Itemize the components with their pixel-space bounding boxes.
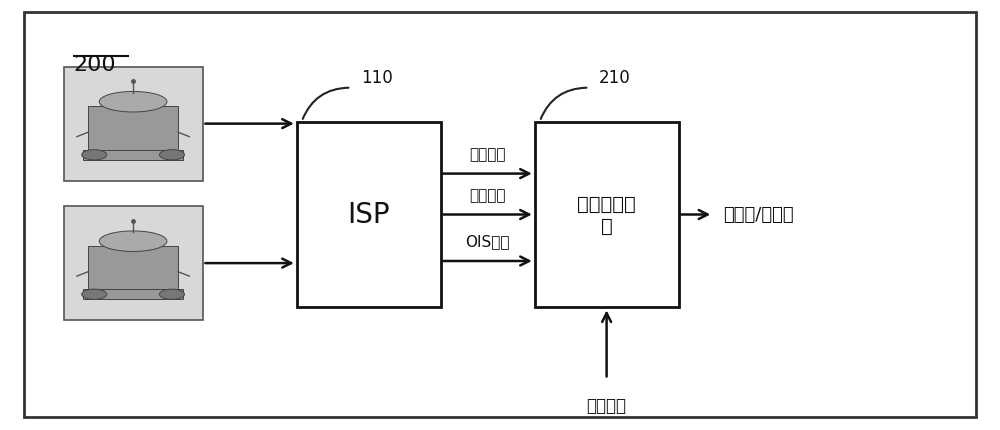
Ellipse shape bbox=[82, 289, 107, 300]
Ellipse shape bbox=[99, 92, 167, 113]
Text: ISP: ISP bbox=[347, 201, 390, 229]
Bar bbox=[88, 107, 178, 150]
Text: 110: 110 bbox=[361, 68, 393, 86]
Bar bbox=[64, 206, 203, 320]
Text: 第二图像: 第二图像 bbox=[469, 187, 506, 203]
Ellipse shape bbox=[82, 150, 107, 160]
Ellipse shape bbox=[159, 150, 184, 160]
Text: 深度计算模
块: 深度计算模 块 bbox=[577, 194, 636, 236]
Text: 200: 200 bbox=[74, 55, 116, 75]
Text: 标定信息: 标定信息 bbox=[587, 396, 627, 414]
Bar bbox=[64, 68, 203, 181]
Ellipse shape bbox=[159, 289, 184, 300]
Bar bbox=[83, 150, 183, 160]
Text: 视差图/深度图: 视差图/深度图 bbox=[723, 206, 794, 224]
Text: OIS信息: OIS信息 bbox=[465, 234, 510, 249]
Bar bbox=[535, 122, 678, 308]
Text: 210: 210 bbox=[599, 68, 631, 86]
Bar bbox=[88, 246, 178, 289]
Ellipse shape bbox=[99, 231, 167, 252]
Text: 第一图像: 第一图像 bbox=[469, 147, 506, 162]
Bar bbox=[83, 289, 183, 300]
Bar bbox=[297, 122, 440, 308]
